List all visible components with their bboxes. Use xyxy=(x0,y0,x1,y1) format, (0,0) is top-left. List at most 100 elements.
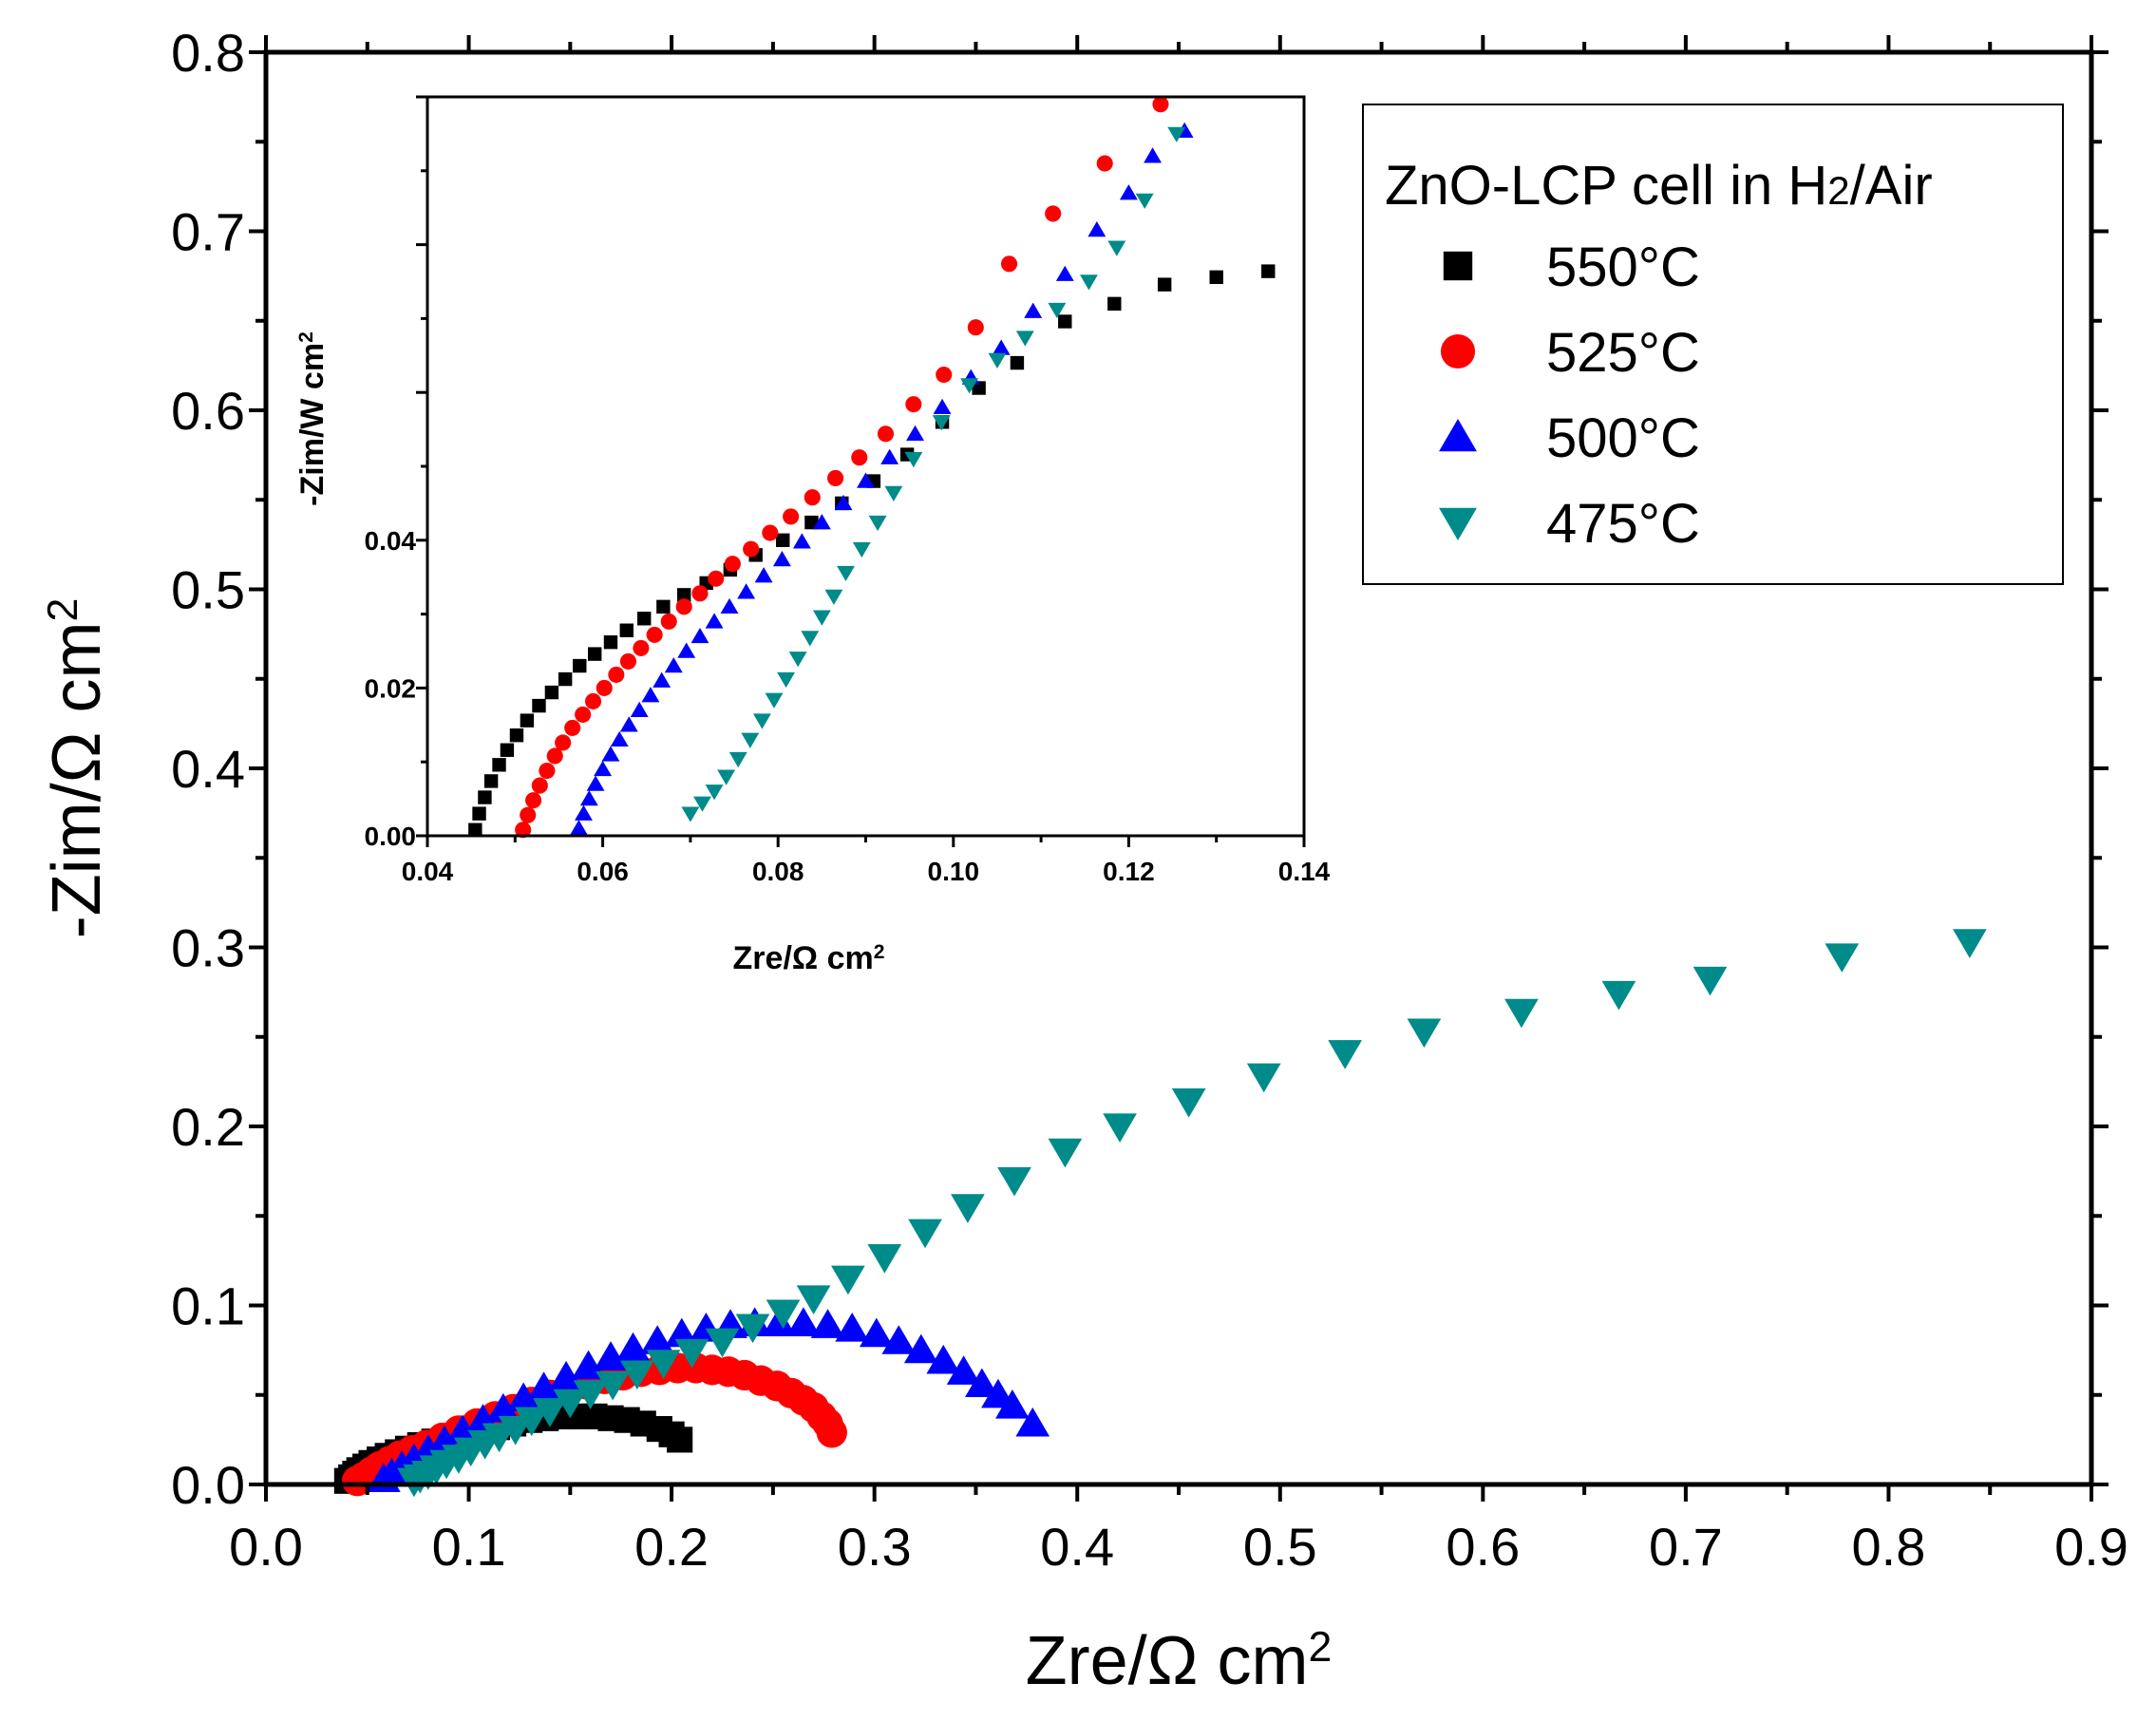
inset-point xyxy=(633,639,650,656)
main-point xyxy=(831,1265,865,1295)
inset-point xyxy=(960,378,979,394)
inset-point xyxy=(594,760,613,777)
main-y-tick-label: 0.3 xyxy=(171,918,245,978)
main-point xyxy=(498,1415,533,1446)
inset-point xyxy=(693,796,711,812)
inset-x-axis-label: Zre/Ω cm2 xyxy=(733,940,885,976)
main-point xyxy=(1825,943,1860,973)
main-point xyxy=(796,1285,831,1314)
inset-point xyxy=(610,730,629,747)
main-point xyxy=(903,1333,938,1364)
inset-point xyxy=(573,658,587,673)
main-point xyxy=(646,1350,681,1379)
inset-point xyxy=(1055,265,1074,281)
legend-title-part: /Air xyxy=(1850,155,1933,217)
inset-x-tick-label: 0.06 xyxy=(577,857,629,886)
inset-point xyxy=(575,706,592,723)
inset-point xyxy=(1010,355,1025,370)
main-x-tick-label: 0.8 xyxy=(1852,1517,1926,1577)
inset-point xyxy=(520,713,535,728)
inset-point xyxy=(1119,184,1138,200)
main-point xyxy=(1328,1040,1362,1069)
inset-point xyxy=(656,599,671,614)
main-point xyxy=(573,1380,608,1409)
main-point xyxy=(1601,980,1636,1011)
inset-x-axis-label-superscript: 2 xyxy=(874,941,885,963)
inset-point xyxy=(724,556,741,573)
inset-point xyxy=(824,589,843,605)
inset-point xyxy=(717,769,736,785)
inset-y-tick-label: 0.02 xyxy=(365,673,417,703)
inset-point xyxy=(972,381,986,395)
inset-point xyxy=(737,583,756,599)
main-x-tick-label: 0.9 xyxy=(2054,1517,2128,1577)
inset-point xyxy=(933,398,952,414)
inset-point xyxy=(1209,270,1223,285)
main-x-tick-label: 0.6 xyxy=(1446,1517,1520,1577)
inset-point xyxy=(619,623,634,637)
main-point xyxy=(596,1370,631,1401)
inset-point xyxy=(851,449,868,466)
inset-series-2 xyxy=(569,122,1194,836)
main-point xyxy=(594,1341,628,1370)
main-x-tick-label: 0.2 xyxy=(634,1517,709,1577)
inset-series-group xyxy=(468,96,1276,839)
main-point xyxy=(705,1328,740,1358)
inset-point xyxy=(1096,155,1113,172)
inset-point xyxy=(492,758,506,772)
inset-point xyxy=(1079,274,1098,291)
inset-point xyxy=(728,751,747,768)
inset-point xyxy=(967,319,984,336)
inset-point xyxy=(788,652,807,668)
main-point xyxy=(533,1398,567,1427)
inset-y-axis-label: -Zim/W cm2 xyxy=(294,331,331,506)
inset-point xyxy=(630,701,649,717)
inset-point xyxy=(852,541,871,558)
inset-point xyxy=(586,775,605,791)
main-y-axis-label-superscript: 2 xyxy=(40,598,86,622)
legend-entry: 500°C xyxy=(1439,407,1700,469)
inset-point xyxy=(1261,264,1276,278)
main-point xyxy=(735,1314,770,1344)
main-point xyxy=(859,1317,894,1348)
inset-point xyxy=(472,806,486,821)
main-point xyxy=(997,1166,1031,1197)
main-point xyxy=(810,1309,845,1338)
inset-point xyxy=(690,627,709,644)
main-y-tick-label: 0.0 xyxy=(171,1455,245,1515)
main-y-tick-label: 0.2 xyxy=(171,1097,245,1157)
main-x-tick-label: 0.3 xyxy=(838,1517,912,1577)
main-x-axis-label-superscript: 2 xyxy=(1308,1624,1332,1671)
inset-point xyxy=(603,634,618,650)
main-y-tick-label: 0.5 xyxy=(171,560,245,620)
inset-point xyxy=(1000,255,1018,273)
inset-point xyxy=(1048,302,1067,319)
inset-y-tick-label: 0.04 xyxy=(365,526,417,556)
inset-point xyxy=(515,822,532,839)
main-point xyxy=(951,1194,985,1223)
inset-point xyxy=(812,514,831,530)
legend-marker xyxy=(1440,333,1476,369)
main-x-axis-label: Zre/Ω cm2 xyxy=(1026,1623,1333,1699)
inset-point xyxy=(762,524,779,541)
inset-point xyxy=(681,806,700,822)
main-y-axis-label-text: -Zim/Ω cm xyxy=(39,622,115,939)
main-x-tick-label: 0.7 xyxy=(1649,1517,1723,1577)
legend-label: 475°C xyxy=(1546,493,1700,555)
inset-point xyxy=(857,472,875,488)
inset-point xyxy=(743,540,760,558)
inset-point xyxy=(500,743,515,757)
main-y-tick-label: 0.1 xyxy=(171,1276,245,1336)
main-series-group xyxy=(333,929,1987,1498)
inset-point xyxy=(691,585,709,602)
inset-point xyxy=(558,671,573,687)
main-point xyxy=(908,1219,942,1249)
inset-point xyxy=(1157,277,1172,292)
main-point xyxy=(946,1355,981,1385)
inset-point xyxy=(988,352,1007,369)
legend-title-part: ZnO-LCP cell in H xyxy=(1385,155,1827,217)
inset-point xyxy=(1058,314,1072,329)
inset-point xyxy=(652,671,671,688)
main-point xyxy=(786,1307,821,1336)
